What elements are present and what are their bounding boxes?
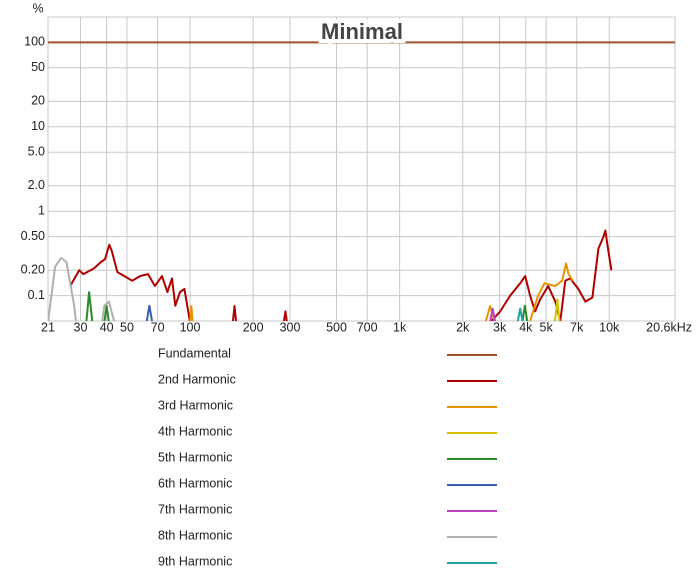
x-tick-label: 21 [41, 320, 55, 334]
legend-label: 9th Harmonic [158, 554, 232, 568]
x-tick-label: 300 [280, 320, 301, 334]
x-tick-label: 3k [493, 320, 507, 334]
legend-label: 5th Harmonic [158, 450, 232, 464]
x-tick-label: 20.6kHz [646, 320, 692, 334]
legend-label: 2nd Harmonic [158, 372, 236, 386]
y-tick-label: 10 [31, 119, 45, 133]
x-tick-label: 700 [357, 320, 378, 334]
tick-labels: 100 50 20 10 5.0 2.0 1 0.50 0.20 0.1 21 30 40 50 70 100… [21, 35, 692, 335]
y-tick-label: 50 [31, 60, 45, 74]
x-tick-label: 1k [393, 320, 407, 334]
series-line [48, 256, 116, 321]
x-tick-label: 5k [540, 320, 554, 334]
y-tick-label: 2.0 [28, 178, 45, 192]
chart-title: Minimal [321, 19, 403, 44]
legend-label: 3rd Harmonic [158, 398, 233, 412]
x-tick-label: 30 [74, 320, 88, 334]
legend-label: Fundamental [158, 346, 231, 360]
x-tick-label: 40 [100, 320, 114, 334]
x-tick-label: 200 [243, 320, 264, 334]
y-tick-label: 5.0 [28, 145, 45, 159]
y-tick-label: 20 [31, 94, 45, 108]
x-tick-label: 2k [456, 320, 470, 334]
series-line [145, 304, 153, 321]
x-tick-label: 70 [151, 320, 165, 334]
x-tick-label: 500 [326, 320, 347, 334]
y-tick-label: 1 [38, 203, 45, 217]
legend-label: 8th Harmonic [158, 528, 232, 542]
y-axis-label: % [32, 1, 43, 15]
x-tick-label: 4k [519, 320, 533, 334]
y-tick-label: 0.20 [21, 262, 45, 276]
legend-label: 6th Harmonic [158, 476, 232, 490]
legend-label: 7th Harmonic [158, 502, 232, 516]
x-tick-label: 100 [180, 320, 201, 334]
series-line [553, 298, 561, 321]
series-lines [48, 41, 675, 321]
legend: Fundamental 2nd Harmonic 3rd Harmonic 4th H… [158, 346, 497, 568]
y-tick-label: 0.1 [28, 288, 45, 302]
legend-label: 4th Harmonic [158, 424, 232, 438]
series-line [489, 307, 497, 321]
x-tick-label: 50 [120, 320, 134, 334]
series-line [85, 291, 529, 321]
x-tick-label: 10k [599, 320, 620, 334]
x-tick-label: 7k [570, 320, 584, 334]
y-tick-label: 100 [24, 35, 45, 49]
y-tick-label: 0.50 [21, 229, 45, 243]
series-line [69, 229, 613, 321]
series-line [516, 307, 524, 321]
